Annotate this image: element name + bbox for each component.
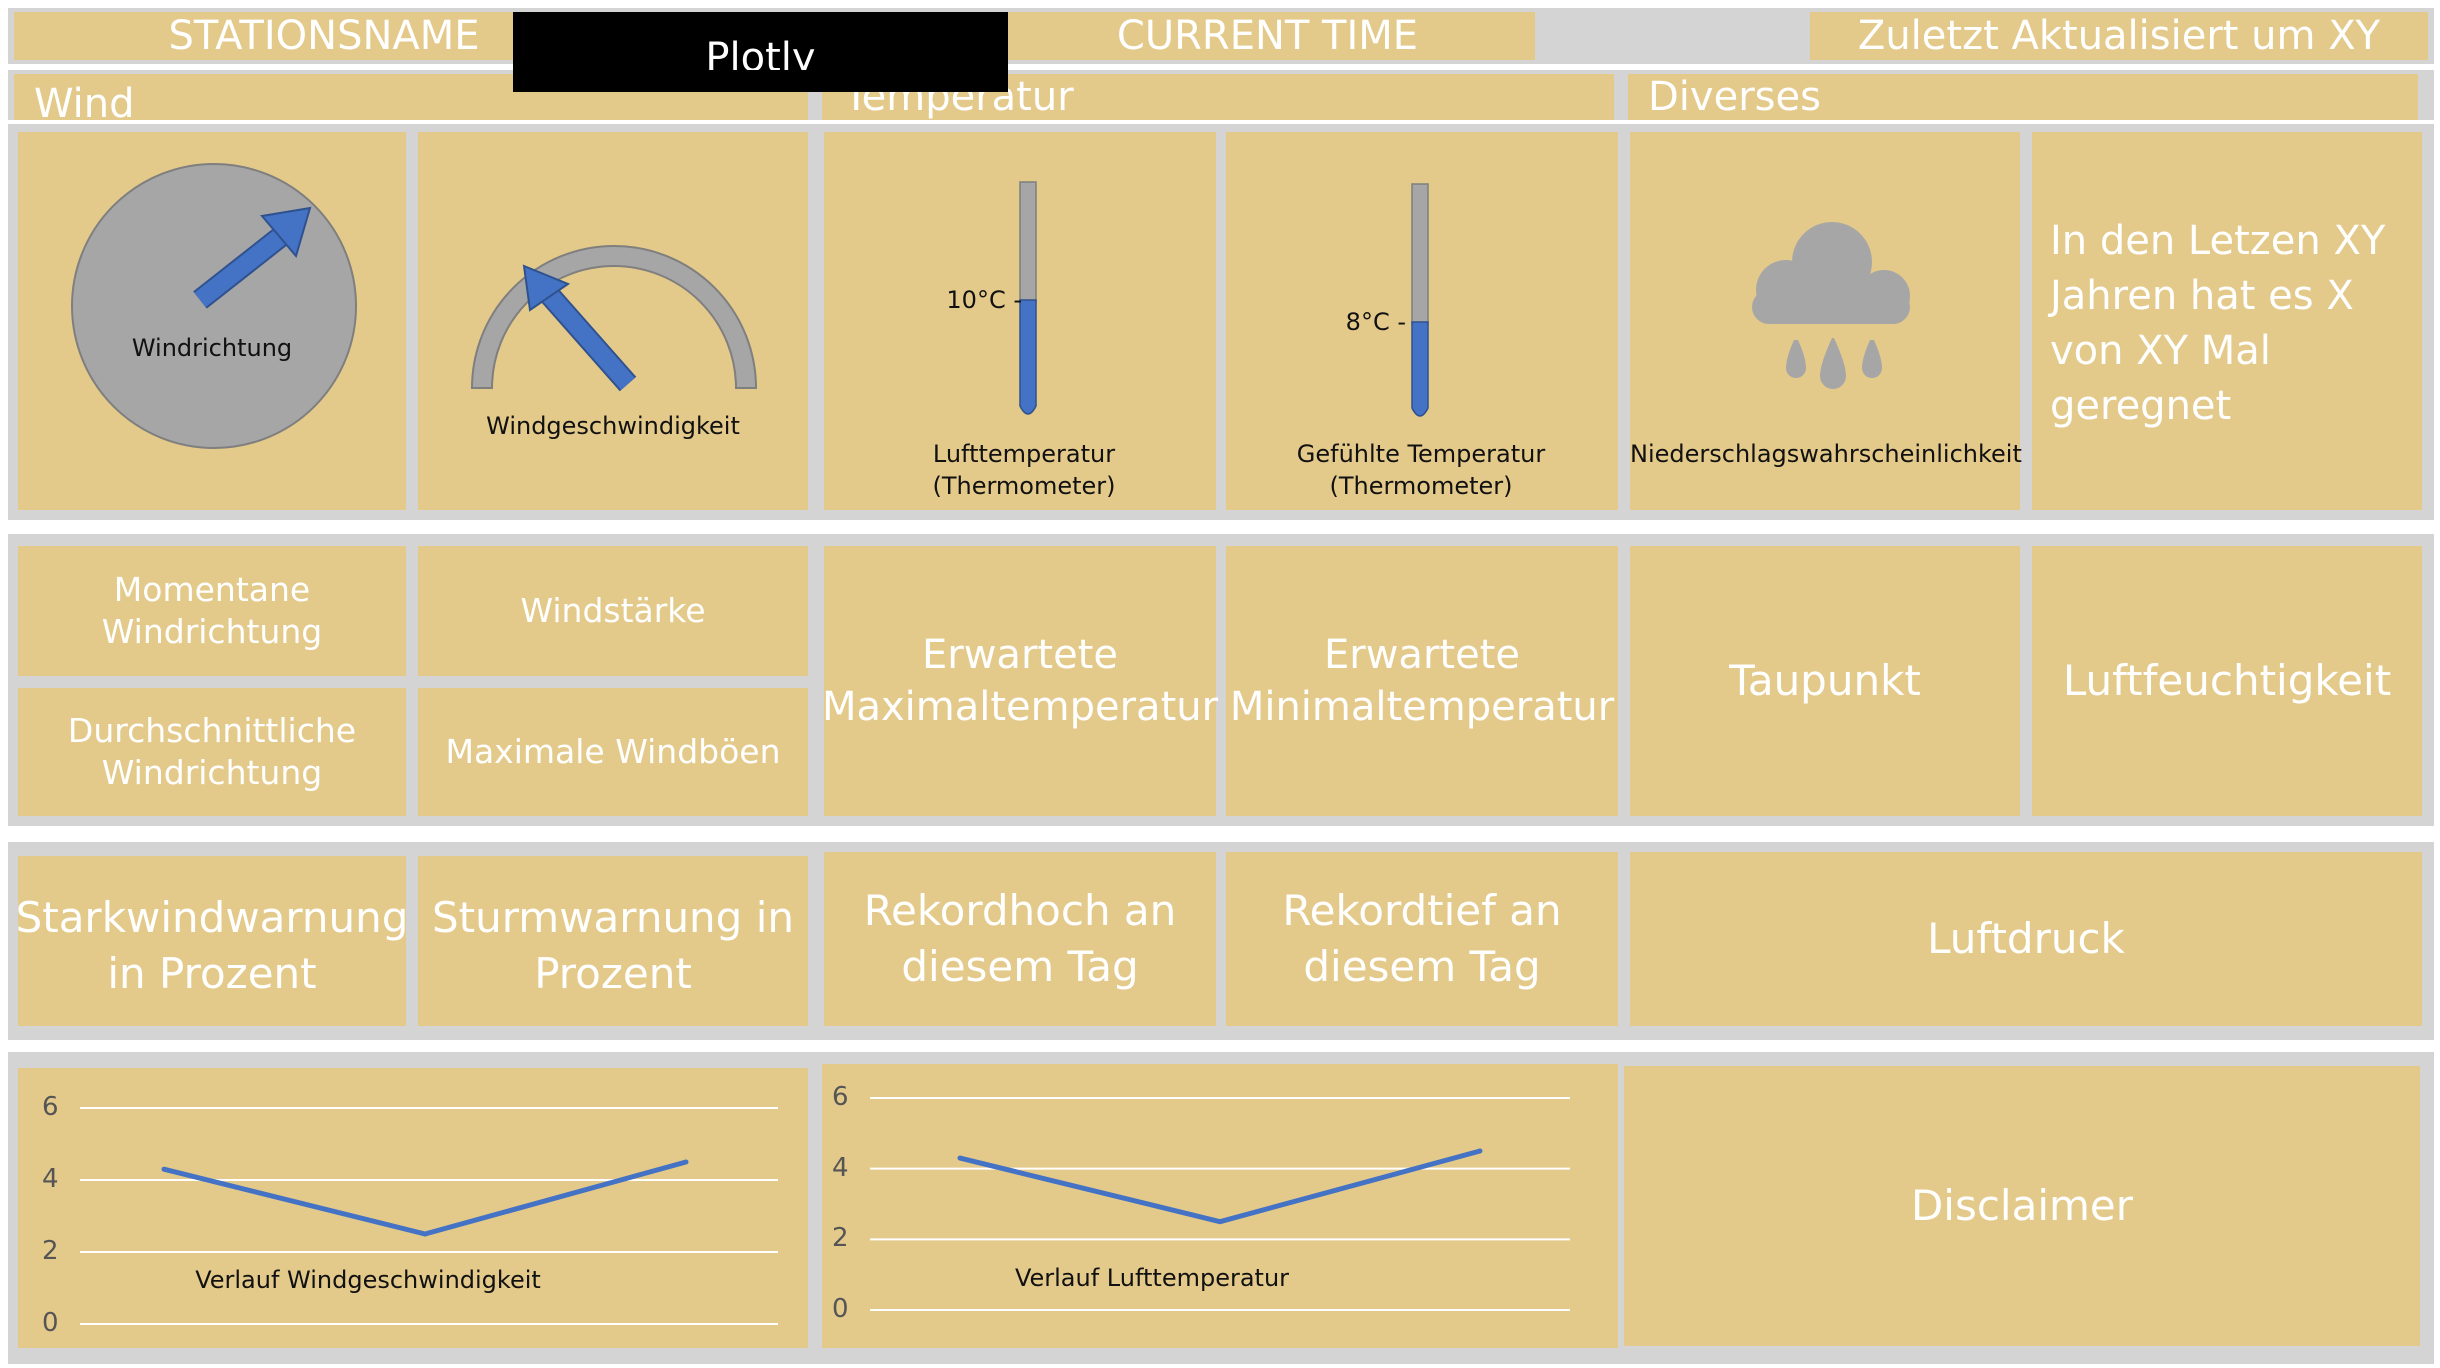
y-tick-label: 0: [42, 1308, 59, 1338]
y-tick-label: 4: [832, 1152, 849, 1183]
compass-dial: [71, 163, 357, 449]
speed-gauge: [470, 245, 758, 392]
wind-direction-card: Windrichtung: [18, 132, 406, 510]
title-divider: [8, 120, 2434, 124]
data-point: [683, 1159, 689, 1165]
wind-direction-label: Windrichtung: [131, 334, 293, 362]
rain-cloud-icon: [1752, 222, 1910, 389]
thermometer-icon: [1019, 181, 1037, 415]
air-temp-label: Lufttemperatur (Thermometer): [932, 440, 1116, 500]
y-tick-label: 4: [42, 1164, 59, 1194]
rain-history-card: In den Letzen XY Jahren hat es X von XY …: [2032, 132, 2422, 510]
wind-speed-card: Windgeschwindigkeit: [418, 132, 808, 510]
felt-temp-label: Gefühlte Temperatur (Thermometer): [1296, 440, 1546, 500]
y-tick-label: 2: [42, 1236, 59, 1266]
storm-warning: Sturmwarnung in Prozent: [418, 856, 808, 1026]
y-tick-label: 2: [832, 1223, 849, 1254]
air-temp-line-chart: [870, 1097, 1570, 1311]
chart-title: Verlauf Lufttemperatur: [1014, 1264, 1290, 1292]
data-point: [1217, 1219, 1223, 1225]
section-title-diverses: Diverses: [1628, 74, 2418, 120]
wind-force: Windstärke: [418, 546, 808, 676]
speed-needle-icon: [522, 264, 637, 392]
record-low: Rekordtief an diesem Tag: [1226, 852, 1618, 1026]
disclaimer[interactable]: Disclaimer: [1624, 1066, 2420, 1346]
current-time: CURRENT TIME: [1000, 12, 1535, 60]
expected-min-temp: Erwartete Minimaltemperatur: [1226, 546, 1618, 816]
record-high: Rekordhoch an diesem Tag: [824, 852, 1216, 1026]
precip-card: Niederschlagswahrscheinlichkeit: [1630, 132, 2022, 510]
average-wind-direction: Durchschnittliche Windrichtung: [18, 688, 406, 816]
air-pressure: Luftdruck: [1630, 852, 2422, 1026]
wind-speed-line-chart: [80, 1107, 778, 1325]
wind-speed-label: Windgeschwindigkeit: [486, 412, 740, 440]
data-point: [422, 1231, 428, 1237]
data-point: [957, 1155, 963, 1161]
air-temp-value: 10°C -: [946, 286, 1022, 314]
y-tick-label: 6: [42, 1092, 59, 1122]
series-line: [163, 1159, 687, 1237]
metrics-row: [8, 534, 2434, 826]
chart-title: Verlauf Windgeschwindigkeit: [195, 1266, 541, 1294]
felt-temp-card: 8°C - Gefühlte Temperatur (Thermometer): [1226, 132, 1618, 510]
wind-speed-chart-card: Verlauf Windgeschwindigkeit 0 2 4 6: [18, 1068, 808, 1348]
y-tick-label: 6: [832, 1082, 849, 1112]
air-temp-card: 10°C - Lufttemperatur (Thermometer): [824, 132, 1216, 510]
precip-label: Niederschlagswahrscheinlichkeit: [1630, 440, 2022, 468]
data-point: [1477, 1148, 1483, 1154]
air-temp-chart-card: Verlauf Lufttemperatur 0 2 4 6: [822, 1064, 1618, 1348]
dew-point: Taupunkt: [1630, 546, 2020, 816]
felt-temp-value: 8°C -: [1345, 308, 1406, 336]
current-wind-direction: Momentane Windrichtung: [18, 546, 406, 676]
rain-history-line: geregnet: [2050, 383, 2232, 429]
expected-max-temp: Erwartete Maximaltemperatur: [822, 546, 1218, 816]
widget-row: [8, 70, 2434, 520]
strong-wind-warning: Starkwindwarnung in Prozent: [16, 856, 408, 1026]
series-line: [959, 1148, 1481, 1225]
max-gusts: Maximale Windböen: [418, 688, 808, 816]
last-updated: Zuletzt Aktualisiert um XY: [1810, 12, 2428, 60]
data-point: [161, 1166, 167, 1172]
rain-history-line: In den Letzen XY: [2050, 218, 2386, 264]
y-tick-label: 0: [832, 1294, 849, 1324]
plotly-badge-overlay: [513, 70, 1008, 92]
wind-arrow-icon: [193, 206, 312, 309]
rain-history-line: von XY Mal: [2050, 328, 2271, 374]
rain-history-line: Jahren hat es X: [2050, 273, 2354, 319]
humidity: Luftfeuchtigkeit: [2032, 546, 2422, 816]
thermometer-icon: [1411, 183, 1429, 417]
